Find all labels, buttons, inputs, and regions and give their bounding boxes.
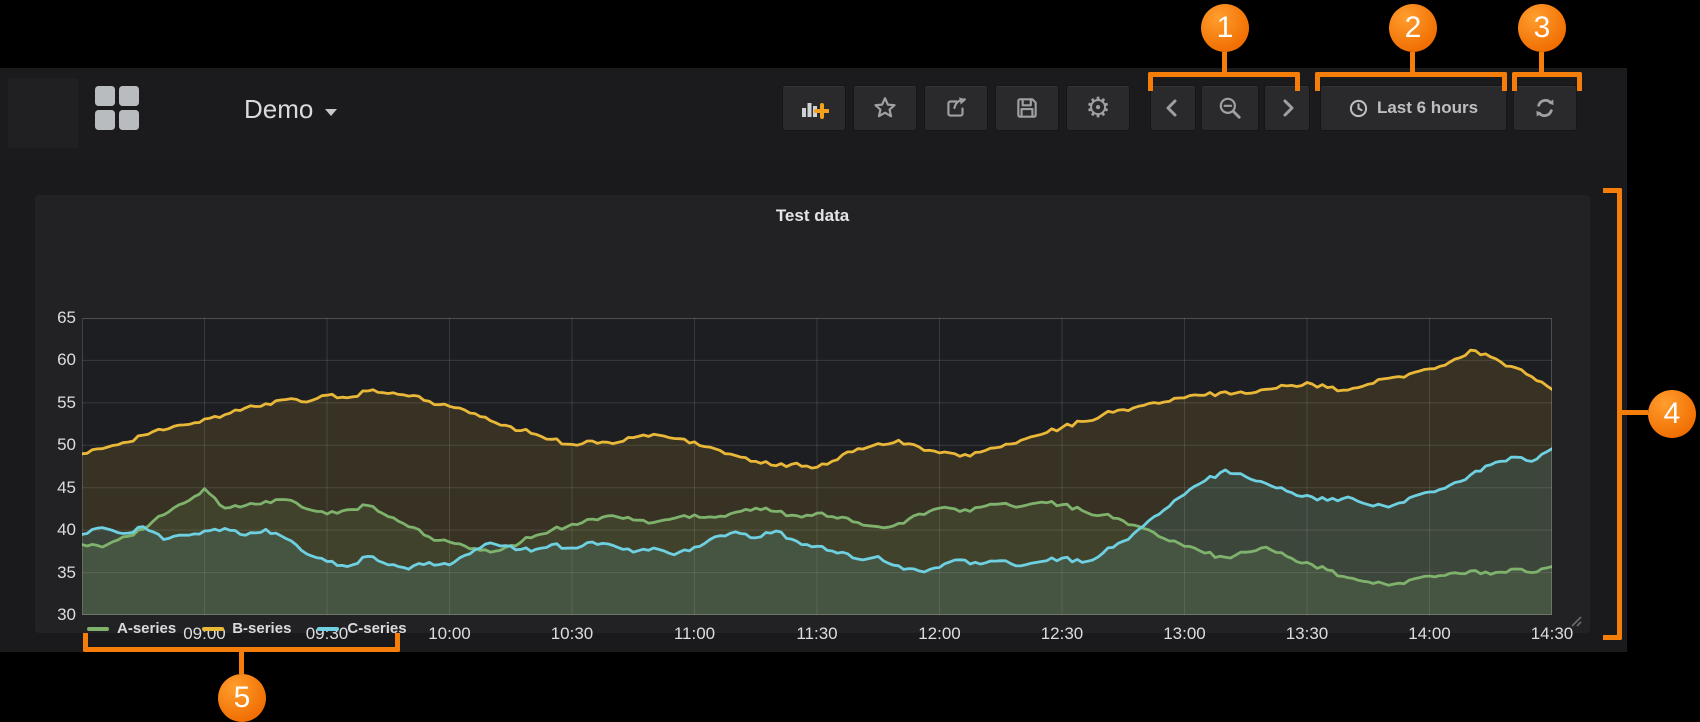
save-button[interactable]	[995, 85, 1059, 131]
share-button[interactable]	[924, 85, 988, 131]
B-series-line	[82, 348, 1552, 470]
callout-3-bracket	[1512, 72, 1582, 91]
navbar: Demo	[0, 68, 1627, 160]
a-series-label: A-series	[117, 620, 177, 637]
chevron-down-icon	[325, 108, 338, 116]
b-series-label: B-series	[232, 620, 292, 637]
callout-4: 4	[1648, 390, 1696, 438]
callout-1-stem	[1222, 52, 1227, 72]
zoom-out-icon	[1219, 97, 1241, 119]
star-button[interactable]	[853, 85, 917, 131]
callout-2-stem	[1410, 52, 1415, 72]
gear-icon: ⚙	[1085, 91, 1111, 124]
callout-3: 3	[1518, 4, 1566, 52]
callout-5-bracket	[83, 633, 400, 652]
zoom-out-button[interactable]	[1201, 85, 1259, 131]
A-series-fill	[82, 488, 1552, 615]
panel-title[interactable]: Test data	[775, 206, 850, 225]
callout-4-stem	[1622, 410, 1648, 415]
callout-2: 2	[1389, 4, 1437, 52]
x-tick-label: 10:00	[428, 624, 471, 643]
menu-grid-icon	[95, 86, 115, 106]
dashboard-title-dropdown[interactable]: Demo	[230, 86, 351, 132]
callout-4-label: 4	[1663, 397, 1681, 430]
time-forward-button[interactable]	[1264, 85, 1310, 131]
main-menu-button[interactable]	[95, 86, 139, 130]
x-tick-label: 12:00	[918, 624, 961, 643]
c-series-label: C-series	[347, 620, 407, 637]
panel-resize-handle[interactable]	[1570, 615, 1582, 627]
y-tick-label: 30	[57, 605, 76, 624]
time-picker-button[interactable]: Last 6 hours	[1320, 85, 1507, 131]
legend-item-b-series[interactable]: B-series	[202, 620, 291, 637]
time-back-button[interactable]	[1150, 85, 1196, 131]
callout-5: 5	[218, 674, 266, 722]
add-panel-icon	[802, 103, 829, 119]
menu-grid-icon	[119, 110, 139, 130]
x-tick-label: 13:00	[1163, 624, 1206, 643]
callout-1-label: 1	[1216, 11, 1234, 44]
x-tick-label: 10:30	[550, 624, 594, 643]
x-tick-label: 13:30	[1285, 624, 1329, 643]
c-series-swatch	[317, 626, 340, 631]
y-tick-label: 55	[57, 392, 76, 412]
y-tick-label: 35	[57, 562, 76, 582]
star-icon	[874, 97, 896, 118]
B-series-fill	[82, 350, 1552, 615]
plot-border	[82, 318, 1552, 615]
nav-left-slot	[8, 78, 78, 148]
y-tick-label: 50	[57, 435, 76, 455]
refresh-button[interactable]	[1513, 85, 1577, 131]
legend-item-a-series[interactable]: A-series	[87, 620, 176, 637]
y-tick-label: 60	[57, 350, 76, 370]
x-tick-label: 14:30	[1530, 624, 1574, 643]
legend-item-c-series[interactable]: C-series	[317, 620, 407, 637]
clock-icon	[1349, 99, 1368, 117]
share-icon	[947, 97, 967, 117]
save-icon	[1017, 98, 1037, 118]
chart-svg	[82, 318, 1552, 615]
C-series-line	[82, 447, 1552, 574]
callout-5-stem	[239, 652, 244, 674]
refresh-icon	[1536, 99, 1554, 117]
callout-3-label: 3	[1533, 11, 1551, 44]
a-series-swatch	[87, 626, 109, 631]
menu-grid-icon	[119, 86, 139, 106]
y-tick-label: 65	[57, 308, 76, 327]
legend: A-series B-series C-series	[87, 620, 407, 637]
callout-1-bracket	[1148, 72, 1300, 91]
chevron-right-icon	[1283, 99, 1294, 117]
graph-panel: Test data 30 35 40 45 50 55 60 65 09:00 09:30 10:…	[35, 195, 1590, 643]
x-tick-label: 14:00	[1408, 624, 1451, 643]
callout-1: 1	[1201, 4, 1249, 52]
x-tick-label: 11:00	[673, 624, 716, 643]
y-tick-label: 45	[57, 477, 76, 497]
chart-plot-area[interactable]	[82, 318, 1552, 615]
callout-3-stem	[1539, 52, 1544, 72]
time-picker-label: Last 6 hours	[1376, 98, 1479, 117]
callout-2-label: 2	[1404, 11, 1422, 44]
A-series-line	[82, 487, 1552, 587]
add-panel-button[interactable]	[782, 85, 846, 131]
C-series-fill	[82, 448, 1552, 615]
chevron-left-icon	[1166, 99, 1177, 117]
callout-4-bracket	[1603, 188, 1622, 640]
menu-grid-icon	[95, 110, 115, 130]
callout-5-label: 5	[233, 681, 251, 714]
x-tick-label: 12:30	[1040, 624, 1084, 643]
grafana-app-window: Demo	[0, 68, 1627, 652]
y-tick-label: 40	[57, 520, 76, 540]
callout-2-bracket	[1315, 72, 1507, 91]
settings-button[interactable]: ⚙	[1066, 85, 1130, 131]
x-tick-label: 11:30	[796, 624, 838, 643]
b-series-swatch	[202, 626, 225, 631]
dashboard-title: Demo	[244, 93, 314, 124]
